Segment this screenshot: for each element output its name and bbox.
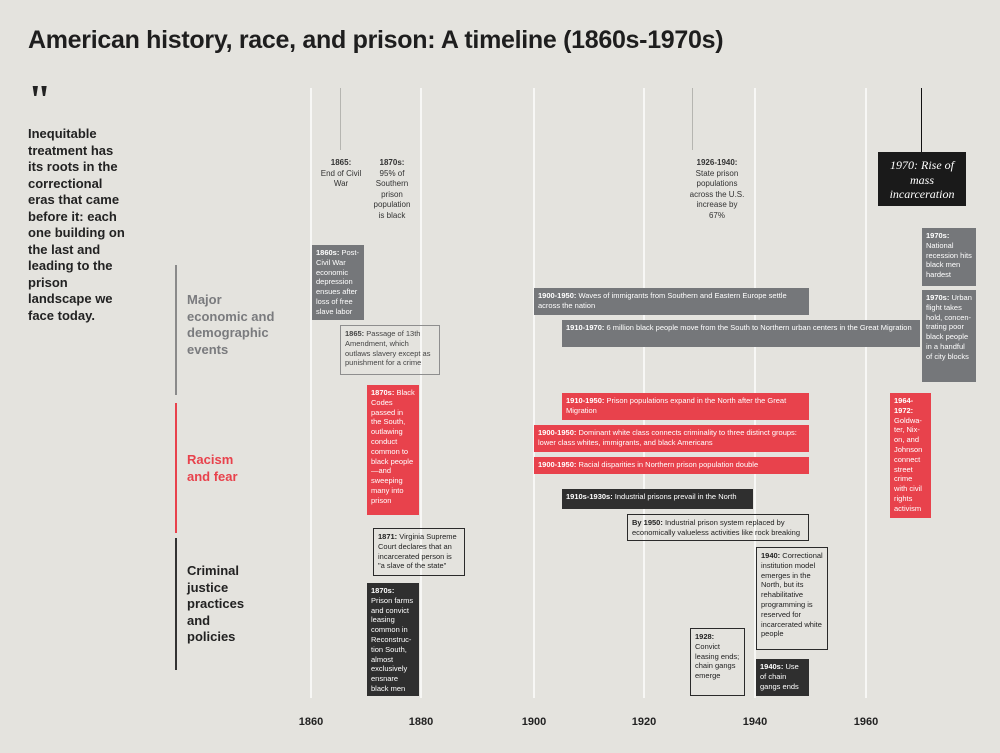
event-text: Virginia Supreme Court declares that an … xyxy=(378,532,457,571)
axis-tick-1880: 1880 xyxy=(408,716,434,728)
annotation-1865: 1865: End of Civil War xyxy=(320,158,362,190)
event-text: National recession hits black men hardes… xyxy=(926,240,972,280)
event-label: 1940: xyxy=(761,551,781,560)
axis-tick-1940: 1940 xyxy=(742,716,768,728)
event-text: Prison populations expand in the North a… xyxy=(566,396,787,415)
event-label: 1910s-1930s: xyxy=(566,492,613,501)
event-label: By 1950: xyxy=(632,518,663,527)
marker-1970 xyxy=(921,88,922,152)
marker-1926 xyxy=(692,88,693,150)
axis-tick-1860: 1860 xyxy=(298,716,324,728)
category-line-racism xyxy=(175,403,177,533)
annotation-1870s: 1870s: 95% of Southern prison population… xyxy=(370,158,414,221)
event-text: 6 million black people move from the Sou… xyxy=(604,323,912,332)
gridline-1900 xyxy=(533,88,535,698)
event-1871-virginia: 1871: Virginia Supreme Court declares th… xyxy=(373,528,465,576)
category-justice: Criminal justice practices and policies xyxy=(187,563,245,644)
event-1970s-recession: 1970s: National recession hits black men… xyxy=(922,228,976,286)
gridline-1960 xyxy=(865,88,867,698)
event-text: Prison farms and convict leasing common … xyxy=(371,595,414,693)
event-1964-1972-politicians: 1964-1972: Goldwa-ter, Nix-on, and Johns… xyxy=(890,393,931,518)
event-text: Industrial prison system replaced by eco… xyxy=(632,518,800,537)
page-title: American history, race, and prison: A ti… xyxy=(28,26,724,54)
event-1900-1950-criminality: 1900-1950: Dominant white class connects… xyxy=(534,425,809,452)
event-text: Use of chain gangs ends xyxy=(760,662,799,691)
event-text: Black Codes passed in the South, outlawi… xyxy=(371,388,415,505)
gridline-1880 xyxy=(420,88,422,698)
event-label: 1900-1950: xyxy=(538,460,577,469)
category-line-justice xyxy=(175,538,177,670)
event-text: Industrial prisons prevail in the North xyxy=(612,492,737,501)
event-1865-13th-amendment: 1865: Passage of 13th Amendment, which o… xyxy=(340,325,440,375)
event-text: Goldwa-ter, Nix-on, and Johnson connect … xyxy=(894,415,923,513)
event-text: Passage of 13th Amendment, which outlaws… xyxy=(345,329,431,368)
event-1940-correctional-model: 1940: Correctional institution model eme… xyxy=(756,547,828,650)
event-text: Post-Civil War economic depression ensue… xyxy=(316,248,359,316)
event-label: 1970s: xyxy=(926,231,950,240)
event-1900-1950-immigrants: 1900-1950: Waves of immigrants from Sout… xyxy=(534,288,809,315)
annotation-text: End of Civil War xyxy=(320,168,362,189)
annotation-text: State prison populations across the U.S.… xyxy=(689,168,745,220)
event-by-1950-replaced: By 1950: Industrial prison system replac… xyxy=(627,514,809,541)
event-1860s-depression: 1860s: Post-Civil War economic depressio… xyxy=(312,245,364,320)
event-label: 1870s: xyxy=(371,586,395,595)
event-label: 1910-1950: xyxy=(566,396,605,405)
event-text: Correctional institution model emerges i… xyxy=(761,551,823,639)
event-text: Urban flight takes hold, concen-trating … xyxy=(926,293,972,361)
event-1910s-1930s-industrial: 1910s-1930s: Industrial prisons prevail … xyxy=(562,489,753,509)
intro-quote: Inequitable treatment has its roots in t… xyxy=(28,126,125,323)
event-label: 1940s: xyxy=(760,662,784,671)
event-label: 1928: xyxy=(695,632,715,641)
annotation-label: 1870s: xyxy=(379,158,405,167)
highlight-1970: 1970: Rise of mass incarceration xyxy=(878,152,966,206)
category-line-economic xyxy=(175,265,177,395)
event-label: 1964-1972: xyxy=(894,396,914,415)
event-label: 1870s: xyxy=(371,388,395,397)
annotation-1926: 1926-1940: State prison populations acro… xyxy=(688,158,746,221)
annotation-label: 1926-1940: xyxy=(696,158,738,167)
event-label: 1910-1970: xyxy=(566,323,605,332)
event-1870s-black-codes: 1870s: Black Codes passed in the South, … xyxy=(367,385,419,515)
event-text: Waves of immigrants from Southern and Ea… xyxy=(538,291,787,310)
marker-1865 xyxy=(340,88,341,150)
category-economic: Major economic and demographic events xyxy=(187,292,275,357)
quote-mark: " xyxy=(28,78,52,124)
event-1940s-chain-gangs: 1940s: Use of chain gangs ends xyxy=(756,659,809,696)
event-1910-1950-prison-expand: 1910-1950: Prison populations expand in … xyxy=(562,393,809,420)
annotation-text: 95% of Southern prison population is bla… xyxy=(373,168,411,220)
axis-tick-1900: 1900 xyxy=(521,716,547,728)
event-text: Dominant white class connects criminalit… xyxy=(538,428,797,447)
event-label: 1970s: xyxy=(926,293,950,302)
event-1928-convict-leasing: 1928: Convict leasing ends; chain gangs … xyxy=(690,628,745,696)
event-label: 1900-1950: xyxy=(538,291,577,300)
axis-tick-1920: 1920 xyxy=(631,716,657,728)
axis-tick-1960: 1960 xyxy=(853,716,879,728)
gridline-1860 xyxy=(310,88,312,698)
event-text: Racial disparities in Northern prison po… xyxy=(576,460,759,469)
event-label: 1865: xyxy=(345,329,365,338)
event-1910-1970-great-migration: 1910-1970: 6 million black people move f… xyxy=(562,320,920,347)
category-racism: Racism and fear xyxy=(187,452,238,484)
event-1870s-prison-farms: 1870s: Prison farms and convict leasing … xyxy=(367,583,419,696)
event-label: 1871: xyxy=(378,532,398,541)
event-1970s-urban-flight: 1970s: Urban flight takes hold, concen-t… xyxy=(922,290,976,382)
annotation-label: 1865: xyxy=(330,158,352,167)
event-1900-1950-disparities: 1900-1950: Racial disparities in Norther… xyxy=(534,457,809,474)
event-label: 1860s: xyxy=(316,248,340,257)
event-text: Convict leasing ends; chain gangs emerge xyxy=(695,641,740,681)
event-label: 1900-1950: xyxy=(538,428,577,437)
